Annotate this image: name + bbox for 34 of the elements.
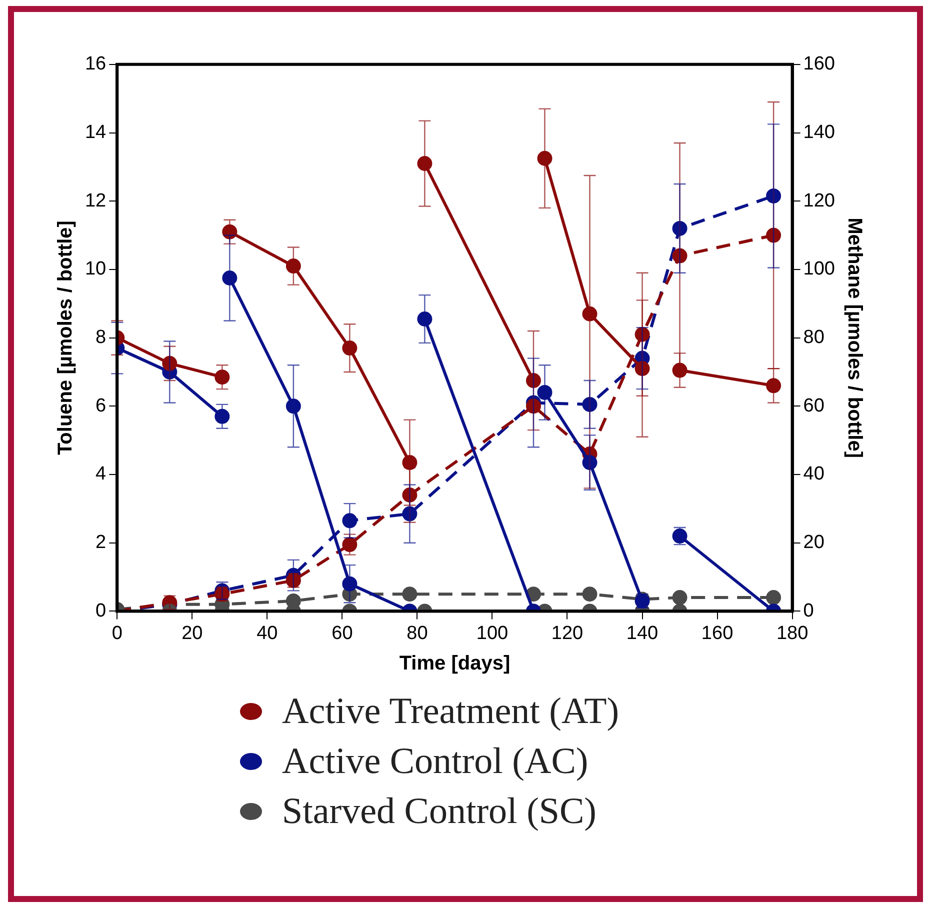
y-tick-label: 2 [96,532,106,554]
x-tick-label: 120 [551,622,584,644]
y-tick-label: 14 [84,122,107,143]
y2-tick-label: 60 [803,395,824,416]
y2-tick-label: 100 [803,258,835,280]
x-tick-label: 100 [476,622,508,644]
y-tick-label: 12 [84,190,106,212]
y-axis-title: Toluene [µmoles / bottle] [54,220,77,456]
y2-tick-label: 140 [803,122,835,143]
x-tick-label: 80 [406,622,428,644]
y-tick-label: 4 [96,464,107,485]
y-tick-label: 6 [96,395,106,416]
x-tick-label: 180 [776,622,808,644]
x-tick-label: 20 [182,622,203,644]
y2-tick-label: 0 [803,600,814,622]
x-tick-label: 40 [256,622,278,644]
y2-tick-label: 160 [803,54,835,75]
y-tick-label: 0 [96,600,106,622]
y2-tick-label: 80 [803,327,824,348]
x-axis-title: Time [days] [399,652,510,675]
y2-tick-label: 40 [803,464,824,485]
y2-axis-title: Methane [µmoles / bottle] [843,218,866,458]
legend-label: Active Control (AC) [282,740,588,782]
y-tick-label: 8 [96,327,106,348]
x-tick-label: 0 [112,622,122,644]
y-tick-label: 10 [84,258,106,280]
x-tick-label: 60 [332,622,353,644]
y-tick-label: 16 [84,54,106,75]
legend-label: Active Treatment (AT) [282,690,620,732]
legend-label: Starved Control (SC) [282,790,596,832]
x-tick-label: 160 [701,622,734,644]
y2-tick-label: 120 [803,190,835,212]
x-tick-label: 140 [626,622,658,644]
y2-tick-label: 20 [803,532,824,554]
